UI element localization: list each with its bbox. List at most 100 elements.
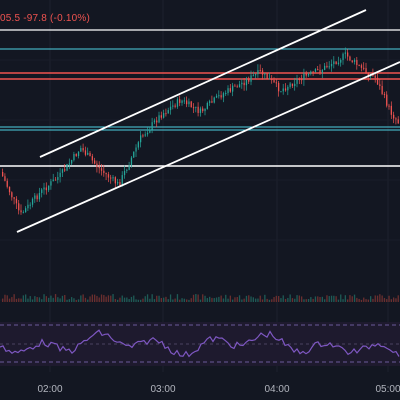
candle-body: [181, 100, 183, 103]
candle-body: [119, 182, 121, 186]
candle-body: [52, 179, 54, 182]
candle-body: [130, 157, 133, 166]
candle-body: [319, 69, 321, 73]
volume-bar: [206, 298, 208, 302]
candle-body: [190, 101, 192, 108]
candle-body: [227, 88, 229, 94]
candle-body: [351, 60, 353, 62]
candle-body: [135, 147, 137, 152]
volume-bar: [59, 298, 61, 302]
chart-grid: [49, 0, 389, 372]
candle-body: [236, 86, 238, 88]
candle-body: [54, 179, 57, 181]
candle-body: [232, 85, 234, 92]
candle-body: [197, 106, 199, 113]
volume-bar: [133, 295, 135, 302]
candle-body: [395, 118, 397, 120]
volume-bar: [275, 295, 277, 302]
volume-bar: [374, 295, 376, 302]
volume-bar: [11, 297, 13, 302]
volume-bar: [2, 298, 4, 302]
candle-body: [11, 192, 13, 198]
volume-bar: [163, 297, 165, 302]
channel-lower-trendline[interactable]: [16, 61, 400, 233]
volume-bar: [220, 295, 222, 302]
volume-bar: [388, 295, 390, 302]
candle-body: [179, 99, 181, 103]
candle-body: [225, 93, 227, 95]
candle-body: [264, 73, 266, 75]
candle-body: [176, 99, 179, 107]
volume-bar: [68, 299, 70, 302]
volume-bar: [379, 294, 381, 302]
volume-bar: [266, 298, 268, 302]
candle-body: [107, 174, 110, 178]
volume-bar: [264, 294, 266, 302]
volume-bar: [328, 296, 330, 302]
candle-body: [379, 84, 381, 86]
volume-bar: [303, 299, 305, 302]
candle-body: [344, 52, 346, 54]
volume-bar: [54, 294, 57, 302]
volume-bar: [211, 297, 213, 302]
candle-body: [278, 82, 280, 92]
candle-body: [204, 108, 206, 112]
channel-upper-trendline[interactable]: [39, 9, 367, 158]
volume-bar: [248, 295, 250, 302]
candle-body: [199, 108, 202, 113]
candle-body: [66, 164, 68, 171]
candle-body: [349, 56, 351, 61]
volume-bar: [321, 296, 323, 302]
candle-body: [305, 73, 307, 76]
volume-bar: [89, 296, 91, 302]
candle-body: [271, 78, 273, 81]
time-label-0500: 05:00: [375, 384, 400, 395]
volume-bar: [271, 299, 273, 302]
volume-bar: [18, 298, 20, 302]
volume-bar: [117, 299, 119, 302]
candle-body: [222, 93, 225, 98]
volume-bar: [333, 295, 335, 302]
volume-bar: [126, 297, 128, 302]
candle-body: [245, 79, 248, 86]
volume-bar: [229, 295, 231, 302]
candle-body: [330, 63, 333, 67]
volume-bar: [282, 295, 284, 302]
volume-bar: [156, 295, 158, 302]
candle-body: [301, 79, 303, 81]
candle-body: [257, 70, 259, 75]
volume-bar: [96, 295, 98, 302]
volume-bar: [75, 299, 77, 302]
candle-body: [374, 75, 376, 78]
volume-bar: [174, 298, 176, 302]
time-label-0200: 02:00: [37, 384, 63, 395]
candle-body: [215, 95, 218, 98]
volume-bar: [222, 298, 225, 302]
volume-bar: [209, 296, 211, 302]
candle-body: [397, 119, 399, 124]
candle-body: [287, 86, 289, 91]
candle-body: [103, 170, 105, 173]
volume-bar: [107, 295, 110, 302]
candle-body: [296, 79, 298, 84]
volume-bar: [119, 297, 121, 302]
volume-bar: [66, 299, 68, 302]
volume-bar: [372, 298, 374, 302]
candle-body: [390, 105, 392, 115]
candle-body: [71, 160, 73, 164]
candle-body: [22, 212, 24, 214]
candle-body: [36, 195, 38, 200]
volume-bar: [395, 298, 397, 302]
candle-body: [321, 69, 323, 73]
candle-body: [275, 82, 277, 84]
candle-body: [289, 83, 291, 87]
candle-body: [241, 82, 243, 85]
candle-body: [363, 67, 365, 69]
candle-body: [342, 53, 344, 60]
volume-bar: [215, 297, 218, 302]
candle-body: [15, 198, 18, 204]
volume-bar: [314, 296, 317, 302]
candle-body: [18, 203, 20, 211]
